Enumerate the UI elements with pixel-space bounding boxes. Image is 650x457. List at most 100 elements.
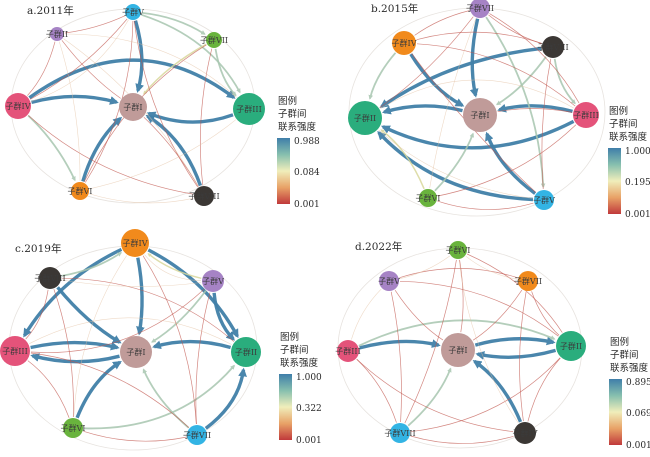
legend-tick-max-a: 0.988 — [294, 137, 320, 147]
legend-tick-min-a: 0.001 — [294, 200, 320, 210]
node-a-III — [233, 93, 265, 125]
edge-VI-VIII — [404, 259, 457, 424]
edge-VII-II — [531, 291, 560, 336]
edge-V-VIII — [133, 20, 198, 188]
edge-V-VI — [399, 255, 451, 279]
edge-V-VIII — [61, 279, 202, 287]
node-label-a-III: 子群III — [236, 104, 261, 114]
node-c-V — [202, 270, 224, 292]
edge-II-IV — [27, 41, 56, 96]
edge-I-II — [474, 336, 556, 347]
edge-VII-I — [142, 368, 190, 429]
node-b-VII — [470, 0, 490, 18]
node-c-III — [0, 336, 30, 366]
panel-2015: 子群I 子群II 子群III 子群IV 子群V 子群VI 子群VII 子群VIII b.2015… — [348, 0, 650, 220]
legend-title-a: 图例 — [278, 95, 297, 107]
edge-II-III — [29, 317, 232, 345]
node-label-d-IV: 子群IV — [513, 428, 538, 438]
panel-2022: 子群I 子群II 子群III 子群IV 子群V 子群VI 子群VII 子群VIII d.2022… — [335, 240, 650, 451]
node-c-VI — [63, 418, 83, 438]
edge-VI-III — [437, 124, 577, 197]
panel-title-c: c.2019年 — [15, 242, 61, 255]
node-label-c-I: 子群I — [126, 347, 145, 357]
node-label-b-V: 子群V — [533, 195, 555, 205]
node-label-c-III: 子群III — [2, 346, 27, 356]
edge-VIII-II — [379, 46, 542, 108]
node-label-c-VIII: 子群VIII — [34, 273, 65, 283]
legend-title-b: 图例 — [609, 105, 628, 117]
edge-IV-I — [472, 359, 523, 423]
node-label-a-VI: 子群VI — [68, 186, 93, 196]
panel-2019: 子群I 子群II 子群III 子群IV 子群V 子群VI 子群VII 子群VIII c.2019… — [0, 229, 322, 451]
edge-VI-V — [437, 200, 534, 210]
edge-V-II — [212, 292, 235, 341]
panel-title-d: d.2022年 — [355, 240, 402, 253]
edge-VI-III — [89, 119, 236, 190]
edge-VIII-I — [407, 367, 452, 427]
edge-IV-II — [147, 248, 239, 339]
edge-VI-VIII — [89, 193, 194, 204]
edge-V-II — [377, 130, 534, 202]
edge-IV-III — [416, 43, 576, 107]
edge-IV-I — [31, 94, 119, 105]
legend-tick-mid-b: 0.195 — [625, 178, 650, 188]
node-label-a-IV: 子群IV — [6, 101, 31, 111]
edge-VII-V — [485, 16, 546, 189]
legend-subtitle-1-b: 子群间 — [609, 118, 638, 130]
node-label-d-VI: 子群VI — [446, 245, 471, 255]
node-a-I — [119, 93, 147, 121]
legend-subtitle-2-c: 联系强度 — [280, 357, 319, 369]
panel-title-b: b.2015年 — [371, 2, 418, 15]
edge-V-IV — [147, 253, 202, 280]
node-c-VIII — [39, 267, 61, 289]
edge-II-III — [64, 33, 237, 98]
edge-V-IV — [30, 18, 128, 100]
node-label-d-III: 子群III — [335, 346, 360, 356]
node-label-b-VIII: 子群VIII — [537, 42, 568, 52]
node-b-V — [534, 190, 554, 210]
node-label-a-VII: 子群VII — [200, 35, 228, 45]
edge-III-I — [359, 339, 441, 350]
edge-V-VIII — [390, 291, 402, 423]
edge-VII-I — [472, 289, 523, 341]
edge-VIII-IV — [61, 251, 122, 277]
edge-VII-II — [379, 16, 474, 108]
legend-title-d: 图例 — [610, 336, 629, 348]
edge-VIII-I — [145, 114, 203, 187]
edge-VII-I — [143, 43, 207, 95]
node-label-b-VII: 子群VII — [466, 3, 494, 13]
edge-V-I — [394, 290, 444, 341]
edge-VIII-V — [541, 58, 552, 190]
edge-I-II — [381, 104, 463, 115]
edge-VI-II — [380, 129, 425, 190]
edge-VI-I — [459, 259, 464, 333]
legend-tick-max-c: 1.000 — [296, 373, 322, 383]
node-label-d-VIII: 子群VIII — [384, 428, 415, 438]
legend-tick-mid-d: 0.069 — [626, 409, 650, 419]
node-label-b-II: 子群II — [354, 113, 376, 123]
node-label-a-II: 子群II — [46, 29, 68, 39]
edge-V-III — [30, 288, 205, 353]
panel-title-a: a.2011年 — [27, 4, 74, 17]
edge-IV-VII — [414, 10, 470, 36]
node-d-VII — [518, 271, 538, 291]
edge-V-I — [133, 20, 144, 93]
edge-VII-IV — [519, 291, 527, 422]
node-b-VIII — [542, 36, 564, 58]
edge-VI-II — [83, 364, 235, 430]
node-b-I — [463, 98, 497, 132]
node-label-c-IV: 子群IV — [123, 238, 148, 248]
edge-VI-IV — [458, 259, 519, 424]
node-a-VII — [206, 32, 222, 48]
edge-VII-VIII — [488, 14, 542, 44]
node-label-a-V: 子群V — [122, 7, 144, 17]
edge-II-I — [61, 40, 121, 99]
legend-subtitle-1-d: 子群间 — [610, 349, 639, 361]
node-d-V — [379, 271, 399, 291]
edge-IV-VI — [27, 114, 76, 182]
edge-VII-III — [489, 13, 580, 104]
edge-IV-II — [368, 52, 397, 100]
edge-II-VI — [59, 41, 81, 182]
edge-V-VII — [399, 268, 518, 279]
node-d-III — [337, 340, 359, 362]
